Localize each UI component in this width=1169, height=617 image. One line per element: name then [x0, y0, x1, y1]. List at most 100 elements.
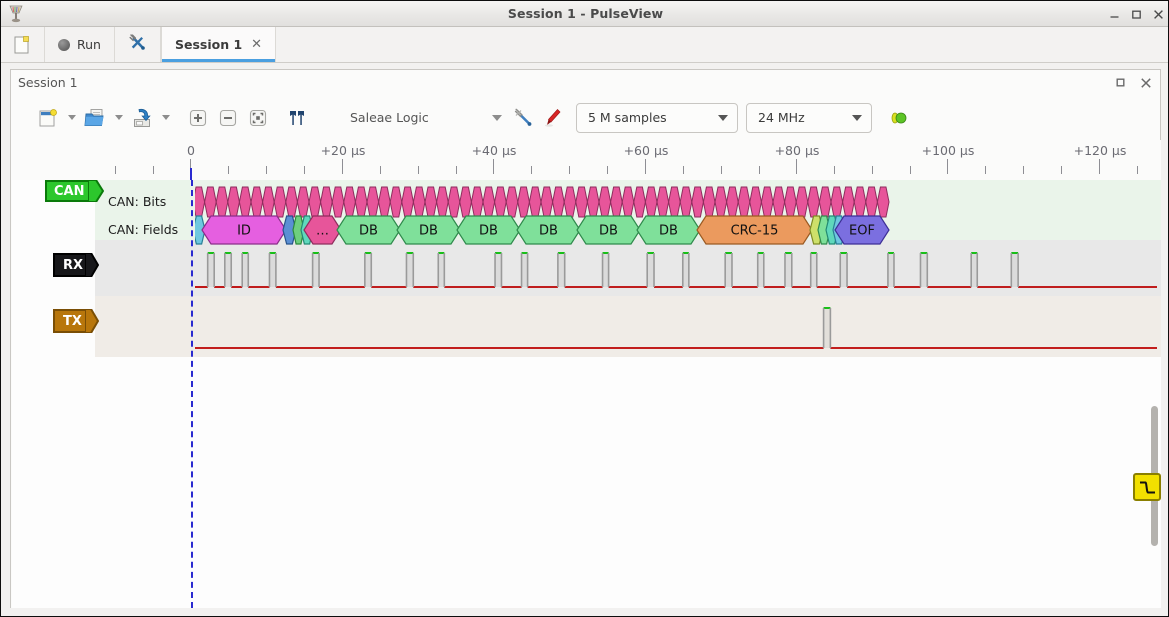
ruler-minor-tick — [266, 166, 267, 174]
pulseview-logo-icon — [6, 4, 26, 24]
decoder-group-can[interactable]: CAN — [45, 180, 89, 202]
zoom-in-icon[interactable] — [183, 103, 213, 133]
sample-rate-selector[interactable]: 24 MHz — [746, 102, 872, 133]
open-folder-icon[interactable] — [80, 103, 110, 133]
maximize-icon[interactable] — [1131, 9, 1142, 20]
field-db-5-label: DB — [599, 224, 618, 239]
tools-icon — [128, 33, 147, 56]
device-config-icon[interactable] — [508, 103, 538, 133]
signal-high-shading — [1011, 253, 1019, 287]
ruler-minor-tick — [569, 166, 570, 174]
zoom-fit-icon[interactable] — [243, 103, 273, 133]
cursors-icon[interactable] — [282, 103, 312, 133]
signal-high-shading — [602, 253, 609, 287]
close-icon[interactable] — [1153, 9, 1164, 20]
channel-tx-label-text: TX — [63, 313, 82, 329]
run-cell[interactable]: Run — [45, 27, 115, 62]
can-bit-annotation — [447, 186, 461, 218]
main-toolbar: Run Session 1 ✕ — [1, 27, 1168, 63]
field-db-3[interactable]: DB — [456, 215, 521, 245]
session-tab-strip: Session 1 ✕ — [160, 27, 277, 62]
zoom-out-icon[interactable] — [213, 103, 243, 133]
ruler-minor-tick — [531, 166, 532, 174]
field-db-1[interactable]: DB — [336, 215, 401, 245]
signal-high-shading — [920, 253, 928, 287]
dock-buttons — [1115, 70, 1152, 95]
save-disk-icon[interactable] — [127, 103, 157, 133]
can-bit-annotation — [273, 186, 287, 218]
time-ruler[interactable]: 0 +20 µs +40 µs +60 µs +80 µs +100 µs +120 µs — [12, 140, 1161, 180]
ruler-major-tick — [947, 159, 948, 174]
field-db-6[interactable]: DB — [636, 215, 701, 245]
tab-session-1[interactable]: Session 1 ✕ — [160, 27, 277, 62]
minimize-icon[interactable] — [1109, 9, 1120, 20]
field-crc15-label: CRC-15 — [731, 224, 779, 239]
chevron-down-icon — [852, 114, 862, 121]
ruler-label: +100 µs — [921, 143, 975, 158]
save-disk-dropdown-icon[interactable] — [157, 103, 174, 133]
close-icon[interactable] — [1140, 77, 1152, 89]
field-rtr[interactable] — [282, 215, 297, 245]
trigger-cursor-line[interactable] — [191, 180, 193, 608]
ruler-minor-tick — [910, 166, 911, 174]
new-session-cell[interactable] — [1, 27, 45, 62]
signal-high-shading — [971, 253, 978, 287]
open-folder-dropdown-icon[interactable] — [110, 103, 127, 133]
field-eof[interactable]: EOF — [834, 215, 890, 245]
sample-count-selector[interactable]: 5 M samples — [576, 102, 738, 133]
ruler-label: +120 µs — [1073, 143, 1127, 158]
ruler-cursor-marker[interactable] — [190, 168, 192, 180]
field-db-5[interactable]: DB — [576, 215, 641, 245]
signal-high-shading — [784, 253, 792, 287]
can-bit-annotation — [389, 186, 403, 218]
ruler-minor-tick — [759, 166, 760, 174]
can-bits-annotations[interactable] — [193, 186, 895, 218]
field-ack[interactable] — [817, 215, 831, 245]
ruler-minor-tick — [418, 166, 419, 174]
can-bit-annotation — [795, 186, 809, 218]
signal-high-shading — [682, 253, 689, 287]
can-bit-annotation — [691, 186, 704, 218]
field-db-3-label: DB — [479, 224, 498, 239]
signal-high-shading — [269, 253, 276, 287]
restore-icon[interactable] — [1115, 77, 1126, 88]
field-sof[interactable] — [193, 215, 206, 245]
run-button[interactable]: Run — [58, 37, 101, 52]
field-ide[interactable] — [292, 215, 305, 245]
new-file-icon[interactable] — [33, 103, 63, 133]
ruler-minor-tick — [380, 166, 381, 174]
signal-high-shading — [823, 308, 831, 348]
can-bit-annotation — [818, 186, 832, 218]
field-db-4-label: DB — [539, 224, 558, 239]
tab-close-icon[interactable]: ✕ — [251, 37, 263, 52]
can-fields-annotations[interactable]: ID … DB DB DB DB DB DB CRC-15 EOF — [193, 215, 893, 245]
field-dlc[interactable]: … — [303, 215, 342, 245]
field-crc15[interactable]: CRC-15 — [696, 215, 813, 245]
window-titlebar: Session 1 - PulseView — [1, 1, 1168, 27]
signal-high-shading — [521, 253, 528, 287]
ruler-minor-tick — [1061, 166, 1062, 174]
probe-icon[interactable] — [538, 103, 568, 133]
field-db-2[interactable]: DB — [396, 215, 461, 245]
field-db-4[interactable]: DB — [516, 215, 581, 245]
ruler-minor-tick — [1137, 166, 1138, 174]
ruler-major-tick — [342, 159, 343, 174]
channel-rx-label[interactable]: RX — [53, 253, 87, 277]
device-selector[interactable]: Saleae Logic — [350, 110, 502, 125]
field-db-1-label: DB — [359, 224, 378, 239]
signal-high-shading — [406, 253, 414, 287]
sample-rate-value: 24 MHz — [758, 110, 805, 125]
channel-tx-label[interactable]: TX — [53, 309, 87, 333]
signal-high-shading — [438, 253, 445, 287]
session-dock-panel: Session 1 — [10, 69, 1161, 609]
new-file-dropdown-icon[interactable] — [63, 103, 80, 133]
field-id[interactable]: ID — [201, 215, 287, 245]
settings-cell[interactable] — [115, 27, 161, 62]
chevron-down-icon — [492, 114, 502, 121]
trace-viewport[interactable]: CAN CAN: Bits CAN: Fields ID … DB DB DB DB DB D… — [12, 180, 1161, 608]
ruler-major-tick — [1099, 159, 1100, 174]
ruler-minor-tick — [721, 166, 722, 174]
signal-high-shading — [757, 253, 764, 287]
falling-edge-trigger-icon[interactable] — [1133, 473, 1161, 501]
ruler-label: 0 — [187, 143, 195, 158]
